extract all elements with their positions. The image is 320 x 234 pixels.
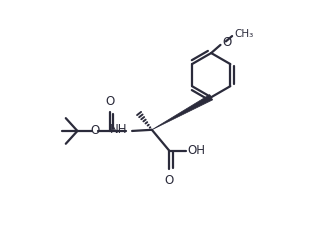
Text: CH₃: CH₃: [235, 29, 254, 39]
Text: O: O: [165, 174, 174, 186]
Text: O: O: [90, 124, 100, 137]
Text: OH: OH: [188, 144, 205, 157]
Text: O: O: [223, 36, 232, 49]
Polygon shape: [152, 95, 212, 130]
Text: NH: NH: [110, 123, 127, 136]
Text: O: O: [105, 95, 115, 108]
